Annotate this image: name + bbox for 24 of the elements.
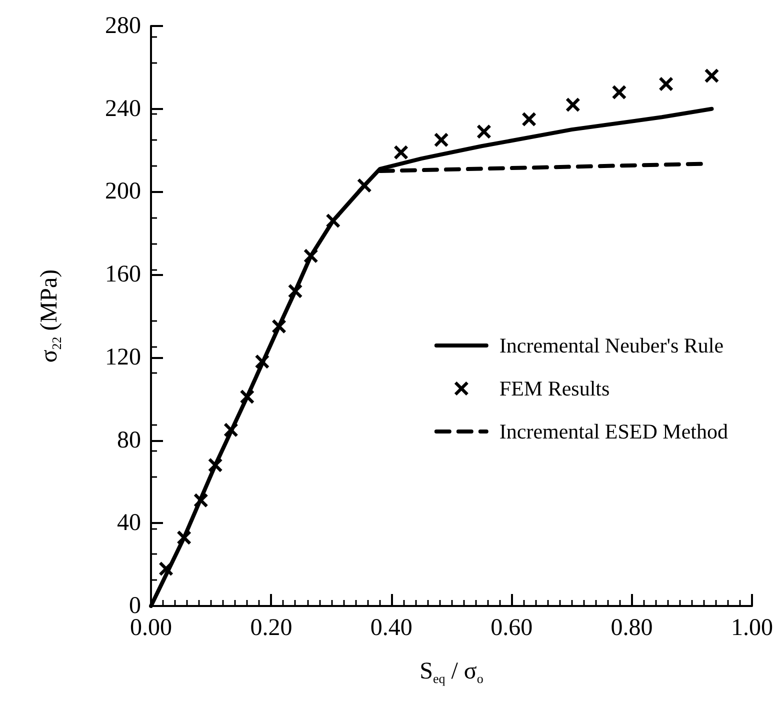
y-tick-label: 120 — [105, 344, 141, 370]
x-tick-label: 0.80 — [610, 615, 653, 641]
y-tick-label: 40 — [117, 510, 141, 536]
y-tick-label: 280 — [105, 13, 141, 39]
y-tick-label: 160 — [105, 262, 141, 288]
y-tick-label: 240 — [105, 96, 141, 122]
point — [434, 132, 448, 147]
point — [612, 85, 626, 100]
point — [522, 112, 536, 126]
point — [394, 145, 408, 160]
x-tick-label: 0.60 — [490, 615, 533, 641]
y-tick-label: 200 — [105, 178, 141, 205]
y-axis-title: σ22 (MPa) — [36, 269, 64, 363]
legend-label: FEM Results — [499, 376, 610, 400]
point — [566, 98, 580, 112]
point — [704, 68, 719, 83]
x-tick-label: 0.20 — [250, 615, 292, 641]
x-tick-label: 0.40 — [370, 615, 412, 641]
legend-label: Incremental ESED Method — [499, 420, 728, 444]
point — [659, 77, 674, 91]
legend-label: Incremental Neuber's Rule — [499, 334, 724, 358]
x-tick-label: 1.00 — [731, 615, 773, 641]
point — [476, 124, 491, 139]
y-tick-label: 80 — [117, 427, 141, 454]
